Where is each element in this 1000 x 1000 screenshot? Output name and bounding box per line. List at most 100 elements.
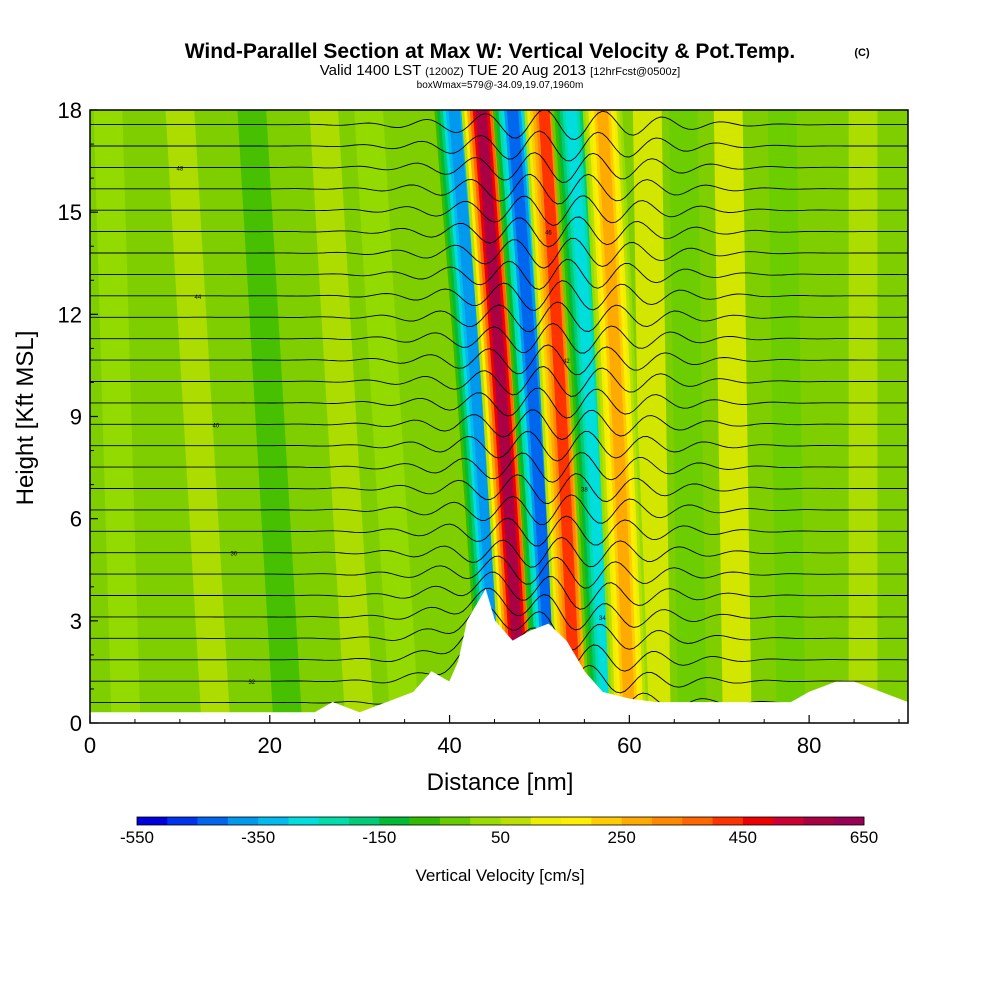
field-stripe: [237, 110, 303, 723]
field-stripe: [848, 110, 878, 723]
colorbar-swatch: [500, 817, 532, 825]
contour-label: 36: [230, 552, 237, 558]
colorbar-swatch: [712, 817, 744, 825]
x-tick-label: 60: [617, 733, 641, 758]
colorbar-swatch: [409, 817, 441, 825]
colorbar-swatch: [288, 817, 320, 825]
x-tick-label: 0: [84, 733, 96, 758]
theta-contour: [90, 216, 908, 248]
subtitle-forecast: [12hrFcst@0500z]: [590, 66, 680, 78]
contour-label: 40: [213, 423, 220, 429]
y-axis: 0 3 6 9 12 15 18: [58, 98, 98, 736]
x-axis: 0 20 40 60 80: [84, 715, 900, 758]
theta-contour: [90, 587, 908, 631]
colorbar-swatch: [682, 817, 713, 825]
y-tick-label: 0: [70, 711, 82, 736]
theta-contour: [90, 110, 908, 140]
field-stripe: [767, 110, 806, 723]
box-info: boxWmax=579@-34.09,19.07,1960m: [417, 80, 584, 91]
wave-band: [448, 110, 505, 723]
colorbar-swatch: [561, 817, 592, 825]
theta-contour: [90, 452, 908, 483]
colorbar-tick-label: -350: [241, 828, 275, 847]
contour-label: 38: [581, 488, 588, 494]
colorbar-swatch: [470, 817, 501, 825]
theta-contours: 32 34 36 38 40 42 44 46 48: [90, 110, 908, 716]
subtitle-valid: Valid 1400 LST: [320, 62, 421, 79]
contour-label: 32: [248, 680, 255, 686]
contour-label: 44: [195, 295, 202, 301]
x-tick-label: 20: [258, 733, 282, 758]
theta-contour: [90, 515, 908, 547]
theta-contour: [90, 555, 908, 589]
colorbar-swatch: [591, 817, 622, 825]
x-tick-label: 80: [797, 733, 821, 758]
field-stripe: [668, 110, 707, 723]
colorbar-swatch: [167, 817, 198, 825]
contour-label: 46: [545, 231, 552, 237]
colorbar-swatch: [318, 817, 350, 825]
colorbar-tick-label: 50: [491, 828, 510, 847]
field-stripe: [309, 110, 375, 723]
theta-contour: [90, 195, 908, 226]
theta-contour: [90, 237, 908, 269]
copyright-mark: (C): [854, 47, 870, 59]
colorbar-swatch: [803, 817, 835, 825]
terrain-shape: [90, 588, 908, 723]
wave-band: [596, 110, 635, 723]
theta-contour: [90, 409, 908, 441]
theta-contour: [90, 173, 908, 205]
colorbar-swatch: [651, 817, 683, 825]
field-stripe: [713, 110, 752, 723]
y-tick-label: 12: [58, 302, 82, 327]
theta-contour: [90, 571, 908, 610]
colorbar-swatch: [833, 817, 865, 825]
theta-contour: [90, 258, 908, 290]
colorbar-swatch: [258, 817, 289, 825]
theta-contour: [90, 280, 908, 311]
colorbar-tick-label: 450: [729, 828, 757, 847]
colorbar-tick-label: -550: [120, 828, 154, 847]
theta-contour: [90, 152, 908, 183]
colorbar-frame: [136, 816, 865, 826]
theta-contour: [90, 494, 908, 526]
theta-contour: [90, 431, 908, 462]
y-tick-label: 15: [58, 200, 82, 225]
colorbar-swatch: [773, 817, 804, 825]
contour-label: 34: [599, 616, 606, 622]
terrain: [90, 588, 908, 723]
y-axis-label: Height [Kft MSL]: [12, 331, 39, 506]
field-stripe: [354, 110, 419, 723]
chart-title: Wind-Parallel Section at Max W: Vertical…: [185, 40, 796, 63]
theta-contour: [90, 473, 908, 505]
wave-band: [538, 110, 581, 723]
colorbar-tick-label: -150: [362, 828, 396, 847]
colorbar-tick-label: 650: [850, 828, 878, 847]
colorbar-swatch: [227, 817, 259, 825]
theta-contour: [90, 366, 908, 397]
subtitle-zulu: (1200Z): [425, 66, 464, 78]
theta-contour: [90, 387, 908, 419]
field-stripe: [93, 110, 141, 723]
colorbar-swatch: [379, 817, 410, 825]
field-stripe: [165, 110, 231, 723]
subtitle-date: TUE 20 Aug 2013: [468, 62, 586, 79]
theta-contour: [90, 130, 908, 162]
chart-subtitle: Valid 1400 LST (1200Z) TUE 20 Aug 2013 […: [320, 62, 680, 79]
y-tick-label: 3: [70, 609, 82, 634]
theta-contour: [90, 604, 908, 651]
colorbar-swatch: [742, 817, 774, 825]
wave-band: [565, 110, 613, 723]
plot-area: 32 34 36 38 40 42 44 46 48: [90, 110, 908, 723]
colorbar-swatch: [530, 817, 562, 825]
y-tick-label: 18: [58, 98, 82, 123]
contour-label: 42: [563, 359, 570, 365]
x-tick-label: 40: [437, 733, 461, 758]
colorbar-swatch: [439, 817, 471, 825]
wave-band: [506, 110, 559, 723]
colorbar-swatch: [621, 817, 653, 825]
colorbar-swatch: [197, 817, 229, 825]
contour-label: 48: [177, 166, 184, 172]
theta-contour: [90, 322, 908, 354]
